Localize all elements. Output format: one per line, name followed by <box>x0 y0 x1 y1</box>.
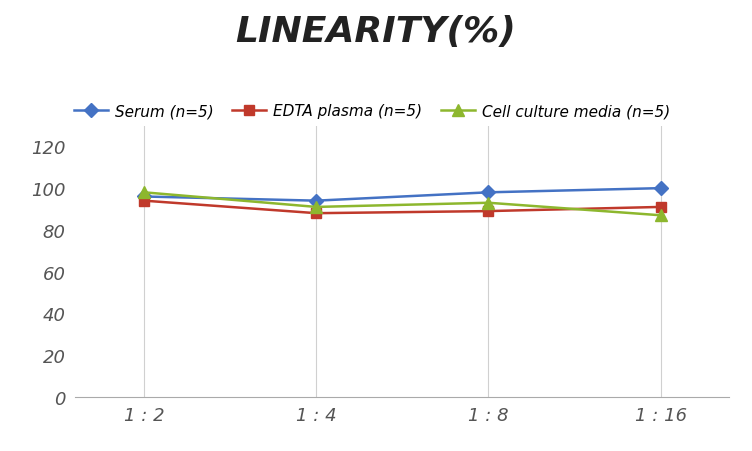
EDTA plasma (n=5) <box>484 209 493 214</box>
Cell culture media (n=5) <box>140 190 149 196</box>
Line: Serum (n=5): Serum (n=5) <box>139 184 666 206</box>
Cell culture media (n=5) <box>312 205 321 210</box>
Serum (n=5) <box>656 186 665 191</box>
Serum (n=5) <box>312 198 321 204</box>
EDTA plasma (n=5) <box>140 198 149 204</box>
Line: Cell culture media (n=5): Cell culture media (n=5) <box>138 187 666 221</box>
Legend: Serum (n=5), EDTA plasma (n=5), Cell culture media (n=5): Serum (n=5), EDTA plasma (n=5), Cell cul… <box>68 98 677 125</box>
Cell culture media (n=5) <box>484 201 493 206</box>
Serum (n=5) <box>484 190 493 196</box>
EDTA plasma (n=5) <box>656 205 665 210</box>
Serum (n=5) <box>140 194 149 200</box>
Line: EDTA plasma (n=5): EDTA plasma (n=5) <box>139 196 666 219</box>
Cell culture media (n=5) <box>656 213 665 218</box>
Text: LINEARITY(%): LINEARITY(%) <box>235 14 517 49</box>
EDTA plasma (n=5) <box>312 211 321 216</box>
